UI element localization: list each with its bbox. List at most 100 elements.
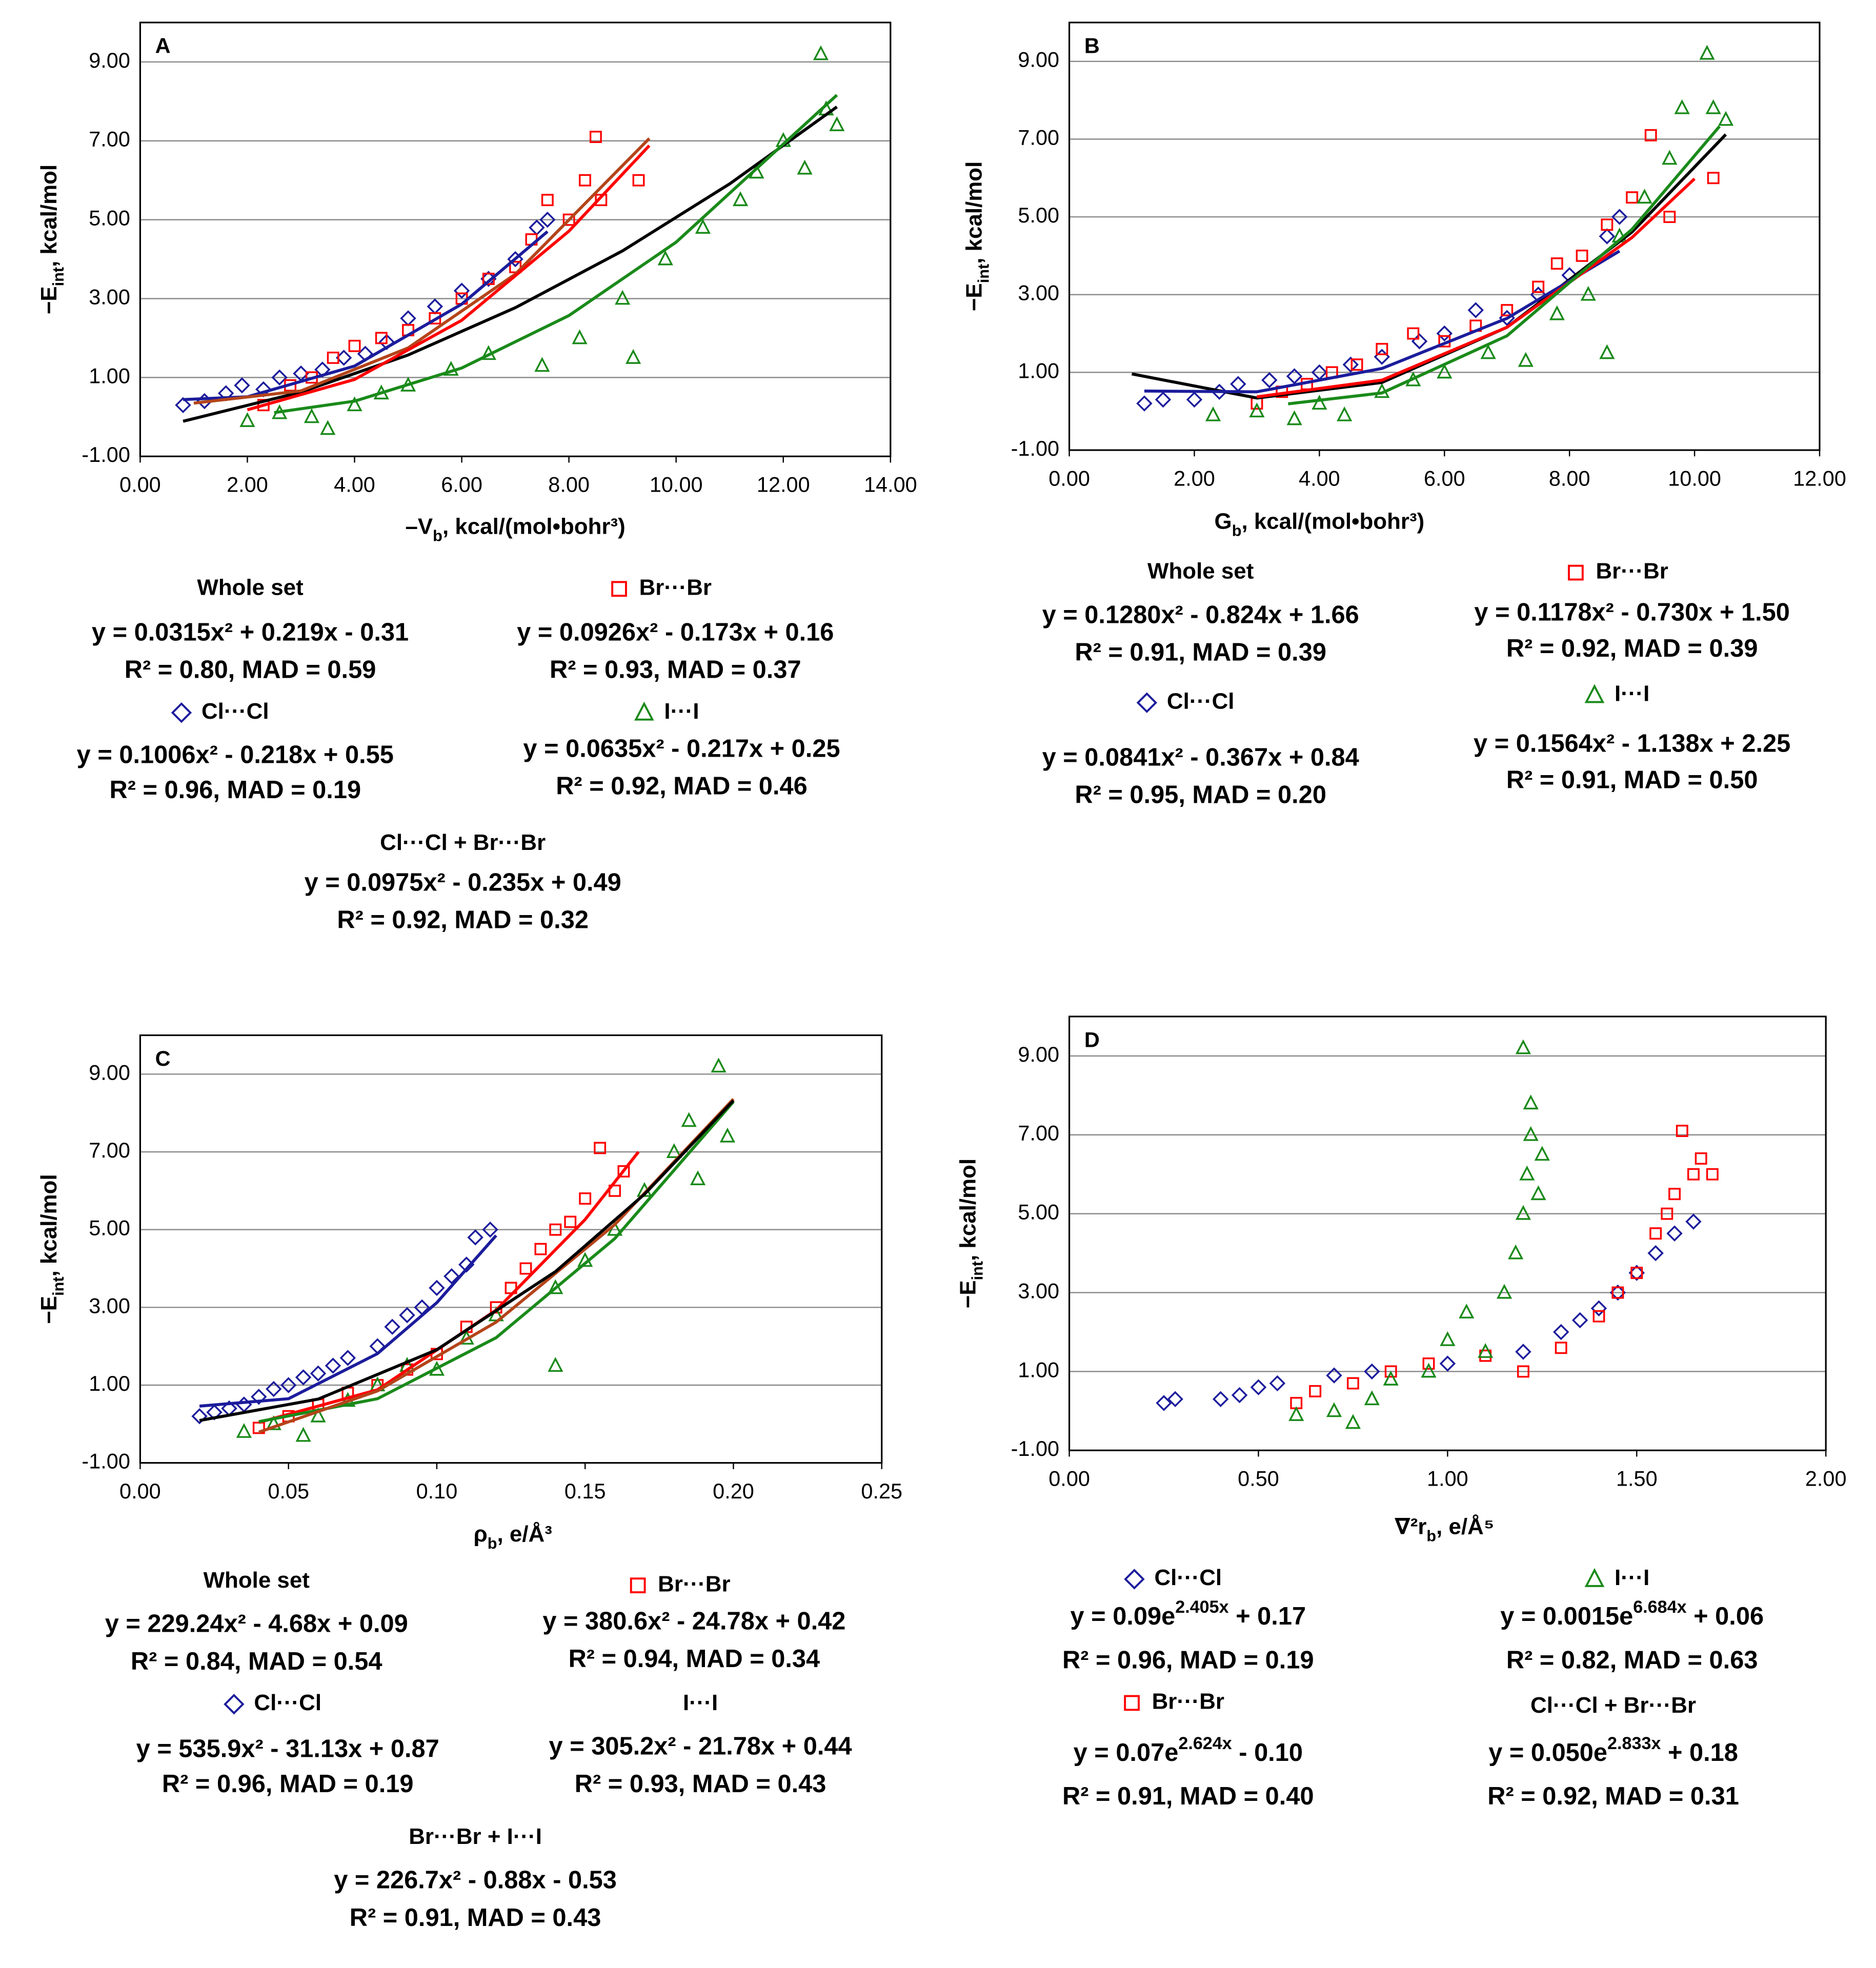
marker-triangle — [813, 45, 829, 60]
marker-triangle — [1518, 352, 1534, 367]
marker-diamond — [1156, 1395, 1172, 1411]
x-tick-label: 0.00 — [119, 1479, 161, 1503]
annotation-title: I···I — [664, 699, 699, 724]
marker-square — [348, 339, 361, 352]
x-tick-label: 0.00 — [1048, 466, 1090, 491]
marker-triangle — [1580, 286, 1596, 301]
marker-triangle — [572, 329, 588, 344]
marker-triangle — [829, 116, 845, 131]
annotation-line: R² = 0.82, MAD = 0.63 — [1506, 1646, 1758, 1674]
marker-square — [1601, 218, 1613, 231]
panel-label: A — [155, 34, 171, 58]
marker-triangle — [634, 701, 654, 721]
marker-square — [252, 1422, 265, 1434]
marker-square — [1501, 304, 1514, 317]
marker-diamond — [384, 1318, 400, 1335]
marker-diamond — [453, 282, 470, 299]
x-tick-label: 0.50 — [1238, 1467, 1279, 1491]
marker-square — [579, 1192, 592, 1205]
x-axis-label: Gb, kcal/(mol•bohr³) — [1215, 509, 1425, 539]
annotation-line: y = 380.6x² - 24.78x + 0.42 — [542, 1608, 845, 1635]
marker-triangle — [1637, 189, 1652, 204]
marker-square — [1630, 1267, 1643, 1279]
marker-diamond — [443, 1268, 460, 1285]
marker-diamond — [280, 1377, 297, 1393]
annotation-line-part: + 0.17 — [1229, 1602, 1306, 1630]
annotation-line: R² = 0.92, MAD = 0.39 — [1506, 635, 1758, 662]
marker-square — [1124, 1695, 1140, 1711]
marker-triangle — [1584, 684, 1605, 703]
marker-square — [1422, 1357, 1435, 1370]
marker-triangle — [1515, 1039, 1531, 1054]
y-axis-label: −Eint, kcal/mol — [961, 161, 992, 311]
annotation-line: R² = 0.96, MAD = 0.19 — [1062, 1646, 1314, 1674]
marker-square — [1592, 1310, 1605, 1323]
annotation-title: I···I — [1615, 681, 1649, 706]
x-axis-label-part: , kcal/(mol•bohr³) — [442, 514, 626, 539]
marker-diamond — [1411, 333, 1428, 350]
annotation-title: Br···Br — [1152, 1689, 1224, 1714]
annotation-line: y = 0.0975x² - 0.235x + 0.49 — [305, 868, 621, 896]
plot-frame — [1068, 22, 1821, 451]
marker-triangle — [690, 1170, 706, 1186]
marker-triangle — [347, 396, 362, 412]
y-axis-label: −Eint, kcal/mol — [36, 1174, 67, 1324]
panel-label: B — [1084, 34, 1100, 58]
y-axis-label-part: −E — [961, 283, 986, 311]
marker-square — [589, 131, 602, 143]
annotation-line: y = 0.0926x² - 0.173x + 0.16 — [517, 618, 834, 646]
annotation-title: Cl···Cl + Br···Br — [1530, 1693, 1696, 1718]
marker-diamond — [1611, 209, 1628, 225]
fit-curve — [199, 1099, 735, 1422]
x-axis-label-part: G — [1215, 509, 1232, 534]
marker-square — [1626, 191, 1639, 204]
y-axis-label-part: −E — [36, 286, 61, 314]
annotation-line-part: 2.833x — [1607, 1734, 1661, 1753]
marker-square — [564, 1215, 577, 1228]
annotation-line: y = 0.0635x² - 0.217x + 0.25 — [523, 735, 840, 762]
marker-square — [1706, 1168, 1719, 1181]
annotation-title: Cl···Cl — [201, 699, 269, 724]
marker-diamond — [175, 397, 191, 413]
y-axis-label-part: int — [974, 264, 992, 283]
fit-curve — [199, 1234, 497, 1408]
annotation-title: I···I — [683, 1690, 718, 1715]
x-tick-label: 0.10 — [416, 1479, 458, 1503]
marker-square — [1661, 1207, 1673, 1220]
marker-diamond — [1155, 391, 1172, 408]
y-tick-label: 1.00 — [89, 1371, 130, 1395]
annotation-line: y = 0.1564x² - 1.138x + 2.25 — [1474, 730, 1790, 758]
y-tick-label: 5.00 — [1018, 1200, 1059, 1224]
annotation-line: R² = 0.94, MAD = 0.34 — [569, 1645, 820, 1673]
y-tick-label: 3.00 — [1018, 281, 1059, 305]
plot-frame — [139, 1034, 883, 1464]
marker-diamond — [335, 350, 352, 366]
annotation-title: Br···Br — [1596, 559, 1668, 584]
x-tick-label: 1.00 — [1427, 1467, 1468, 1491]
marker-square — [1346, 1377, 1359, 1390]
annotation-line: y = 0.07e2.624x - 0.10 — [1074, 1734, 1303, 1767]
x-axis-label-part: b — [1426, 1527, 1436, 1545]
marker-square — [1517, 1365, 1529, 1378]
marker-diamond — [271, 369, 288, 386]
marker-square — [630, 1577, 646, 1594]
marker-triangle — [1459, 1303, 1475, 1318]
marker-diamond — [427, 298, 443, 315]
fit-curve — [258, 1101, 735, 1424]
annotation-line: y = 0.0841x² - 0.367x + 0.84 — [1042, 743, 1359, 771]
annotation-line: y = 0.050e2.833x + 0.18 — [1488, 1734, 1738, 1767]
x-axis-label-part: b — [433, 526, 442, 544]
marker-triangle — [1383, 1370, 1399, 1386]
marker-triangle — [1584, 1568, 1605, 1587]
fit-curve — [183, 230, 549, 401]
annotation-line: R² = 0.96, MAD = 0.19 — [162, 1770, 414, 1798]
x-tick-label: 14.00 — [864, 473, 917, 497]
marker-diamond — [339, 1350, 356, 1366]
y-tick-label: 7.00 — [1018, 1121, 1059, 1145]
x-tick-label: 0.05 — [268, 1479, 309, 1503]
y-axis-label-part: , kcal/mol — [36, 165, 61, 267]
annotation-title: Br···Br — [639, 575, 712, 600]
x-tick-label: 10.00 — [1668, 466, 1721, 491]
annotation-line-part: y = 0.07e — [1074, 1739, 1179, 1767]
